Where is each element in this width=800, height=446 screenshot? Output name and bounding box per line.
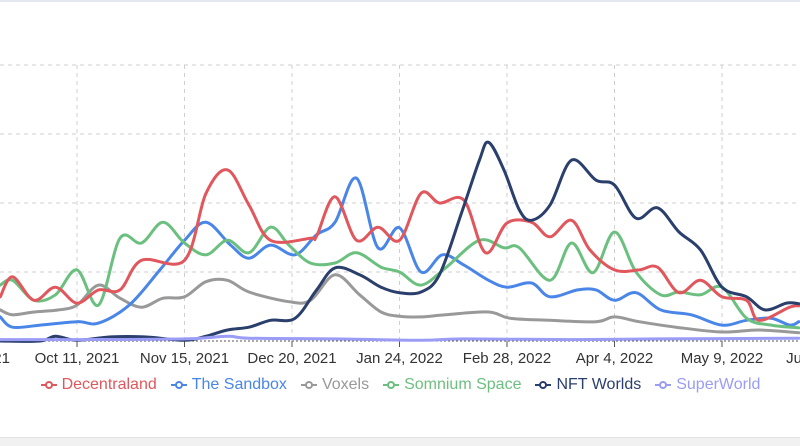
x-tick-label: Apr 4, 2022 <box>576 350 654 367</box>
legend-marker-icon <box>170 381 187 389</box>
legend: Decentraland The Sandbox Voxels Somnium … <box>0 376 800 394</box>
x-tick-label: Feb 28, 2022 <box>463 350 551 367</box>
x-tick-label: Oct 11, 2021 <box>35 350 120 367</box>
x-tick-label: Sep 6, 2021 <box>0 350 10 367</box>
x-tick-label: Jun 13, 2022 <box>786 350 800 367</box>
legend-item-somnium-space[interactable]: Somnium Space <box>382 376 521 394</box>
bottom-bar <box>0 437 800 446</box>
x-tick-label: Dec 20, 2021 <box>247 350 336 367</box>
legend-item-decentraland[interactable]: Decentraland <box>40 376 157 394</box>
legend-marker-icon <box>383 381 400 389</box>
legend-label: Somnium Space <box>404 376 522 393</box>
series-lines <box>0 140 800 343</box>
series-line-voxels <box>0 273 800 335</box>
legend-item-voxels[interactable]: Voxels <box>300 376 369 394</box>
legend-label: Voxels <box>321 376 370 393</box>
legend-label: The Sandbox <box>191 376 287 393</box>
legend-item-nft-worlds[interactable]: NFT Worlds <box>534 376 641 394</box>
series-line-superworld <box>0 334 800 342</box>
legend-label: SuperWorld <box>676 376 761 393</box>
series-line-somnium-space <box>0 220 800 330</box>
top-border <box>0 0 800 2</box>
legend-marker-icon <box>40 381 57 389</box>
x-tick-label: Nov 15, 2021 <box>140 350 229 367</box>
legend-marker-icon <box>535 381 552 389</box>
x-tick-label: May 9, 2022 <box>681 350 764 367</box>
legend-label: NFT Worlds <box>556 376 642 393</box>
x-tick-label: Jan 24, 2022 <box>356 350 443 367</box>
legend-marker-icon <box>300 381 317 389</box>
series-line-decentraland <box>0 168 800 322</box>
series-line-the-sandbox <box>0 176 800 330</box>
legend-label: Decentraland <box>61 376 157 393</box>
legend-item-the-sandbox[interactable]: The Sandbox <box>170 376 287 394</box>
legend-marker-icon <box>655 381 672 389</box>
x-axis: Sep 6, 2021 Oct 11, 2021 Nov 15, 2021 Dec 2… <box>0 341 800 367</box>
legend-item-superworld[interactable]: SuperWorld <box>654 376 760 394</box>
